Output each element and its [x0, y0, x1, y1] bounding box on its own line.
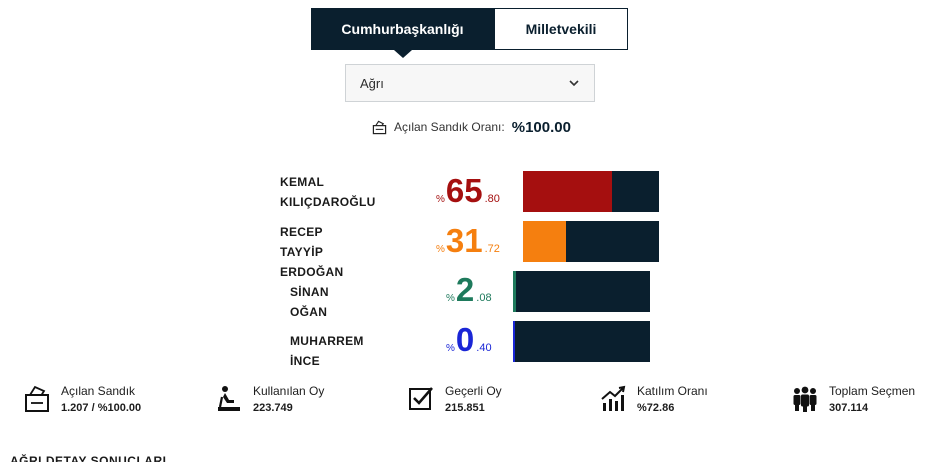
- vote-share-bar: [523, 221, 659, 262]
- stat-value: 223.749: [253, 402, 293, 414]
- percent-sign: %: [436, 244, 445, 255]
- candidate-percent: % 2 .08: [446, 273, 492, 306]
- chart-up-icon: [601, 385, 626, 411]
- summary-stats: Açılan Sandık 1.207 / %100.00 Kullanılan…: [0, 383, 932, 423]
- candidate-percent: % 0 .40: [446, 323, 492, 356]
- tab-milletvekili[interactable]: Milletvekili: [494, 8, 628, 50]
- tab-cumhurbaskanligi[interactable]: Cumhurbaşkanlığı: [311, 8, 494, 58]
- stat-value: 307.114: [829, 402, 869, 414]
- stat-label: Toplam Seçmen: [829, 384, 916, 398]
- percent-integer: 0: [455, 321, 475, 358]
- ballot-box-icon: [372, 120, 387, 134]
- stat-label: Katılım Oranı: [637, 384, 708, 398]
- election-type-tabs: Cumhurbaşkanlığı Milletvekili: [311, 8, 628, 58]
- voter-icon: [218, 386, 240, 411]
- candidate-name: RECEP TAYYİP ERDOĞAN: [280, 225, 344, 279]
- percent-integer: 65: [445, 172, 483, 209]
- vote-share-fill: [513, 271, 516, 312]
- percent-sign: %: [436, 194, 445, 205]
- vote-share-bar: [513, 321, 650, 362]
- vote-share-bar: [513, 271, 650, 312]
- vote-share-fill: [523, 171, 613, 212]
- stat-turnout: Katılım Oranı %72.86: [600, 383, 708, 417]
- percent-integer: 2: [455, 271, 475, 308]
- vote-share-fill: [513, 321, 516, 362]
- stat-label: Geçerli Oy: [445, 384, 502, 398]
- province-select[interactable]: Ağrı: [345, 64, 595, 102]
- stat-total-voters: Toplam Seçmen 307.114: [792, 383, 915, 417]
- stat-value: %72.86: [637, 402, 675, 414]
- percent-decimal: .08: [476, 292, 492, 304]
- people-icon: [793, 386, 817, 412]
- percent-integer: 31: [445, 222, 483, 259]
- checkbox-icon: [409, 387, 433, 410]
- stat-label: Kullanılan Oy: [253, 384, 325, 398]
- ballot-box-icon: [25, 385, 49, 412]
- province-select-value: Ağrı: [360, 75, 384, 91]
- percent-sign: %: [446, 293, 455, 304]
- stat-used-votes: Kullanılan Oy 223.749: [216, 383, 324, 417]
- opened-ballot-value: %100.00: [511, 118, 571, 136]
- candidate-percent: % 65 .80: [436, 174, 500, 207]
- percent-decimal: .72: [484, 243, 500, 255]
- stat-valid-votes: Geçerli Oy 215.851: [408, 383, 502, 417]
- chevron-down-icon: [569, 80, 579, 87]
- candidate-name: SİNAN OĞAN: [290, 285, 329, 319]
- percent-sign: %: [446, 343, 455, 354]
- vote-share-bar: [523, 171, 659, 212]
- percent-decimal: .80: [484, 193, 500, 205]
- vote-share-fill: [523, 221, 567, 262]
- opened-ballot-rate: Açılan Sandık Oranı: %100.00: [372, 118, 571, 136]
- stat-opened-ballots: Açılan Sandık 1.207 / %100.00: [24, 383, 141, 417]
- candidate-name: MUHARREM İNCE: [290, 334, 364, 368]
- candidate-name: KEMAL KILIÇDAROĞLU: [280, 175, 376, 209]
- stat-value: 215.851: [445, 402, 485, 414]
- percent-decimal: .40: [476, 342, 492, 354]
- opened-ballot-label: Açılan Sandık Oranı:: [394, 120, 505, 134]
- stat-value: 1.207 / %100.00: [61, 402, 142, 414]
- section-heading: AĞRI DETAY SONUÇLARI: [10, 454, 167, 462]
- candidate-percent: % 31 .72: [436, 224, 500, 257]
- stat-label: Açılan Sandık: [61, 384, 136, 398]
